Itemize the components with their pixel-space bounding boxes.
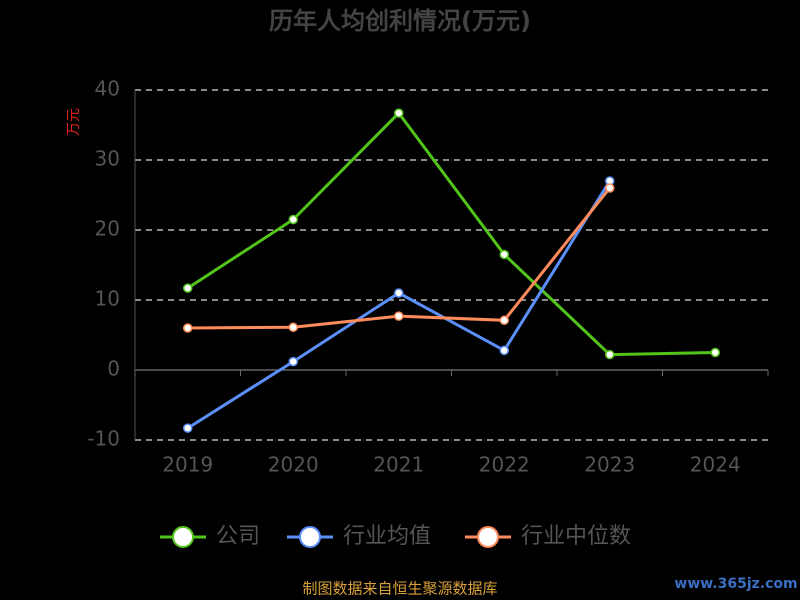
data-point [605, 349, 615, 360]
series-line [186, 180, 612, 430]
data-point [288, 322, 298, 333]
y-tick-label: 10 [95, 287, 120, 311]
legend-marker [172, 526, 194, 548]
data-point [605, 183, 615, 193]
data-point [499, 345, 509, 356]
source-note: 制图数据来自恒生聚源数据库 [302, 580, 497, 598]
y-tick-label: 20 [95, 217, 120, 241]
data-point [183, 323, 193, 333]
y-axis-label: 万元 [66, 108, 82, 136]
data-point [394, 311, 404, 321]
data-point [288, 214, 298, 225]
data-point [394, 108, 404, 118]
x-tick-label: 2020 [268, 453, 319, 477]
data-point [499, 315, 509, 326]
y-tick-label: 40 [95, 77, 120, 101]
data-point [288, 356, 298, 367]
y-tick-label: -10 [87, 427, 120, 451]
legend-label: 行业中位数 [521, 524, 631, 549]
y-tick-label: 30 [95, 147, 120, 171]
x-tick-label: 2023 [584, 453, 635, 477]
data-point [183, 283, 193, 293]
watermark: www.365jz.com [674, 576, 797, 592]
data-point [394, 288, 404, 298]
series-line [186, 110, 716, 357]
data-point [183, 423, 193, 433]
data-point [499, 249, 509, 260]
legend-label: 公司 [216, 524, 260, 549]
series-line [187, 187, 611, 330]
legend-marker [299, 526, 321, 548]
data-point [710, 347, 720, 358]
x-tick-label: 2022 [479, 453, 530, 477]
legend-marker [477, 526, 499, 548]
legend-label: 行业均值 [343, 524, 431, 549]
x-tick-label: 2021 [373, 453, 424, 477]
y-tick-label: 0 [107, 357, 120, 381]
chart-title: 历年人均创利情况(万元) [269, 7, 531, 35]
x-tick-label: 2019 [162, 453, 213, 477]
x-tick-label: 2024 [690, 453, 741, 477]
